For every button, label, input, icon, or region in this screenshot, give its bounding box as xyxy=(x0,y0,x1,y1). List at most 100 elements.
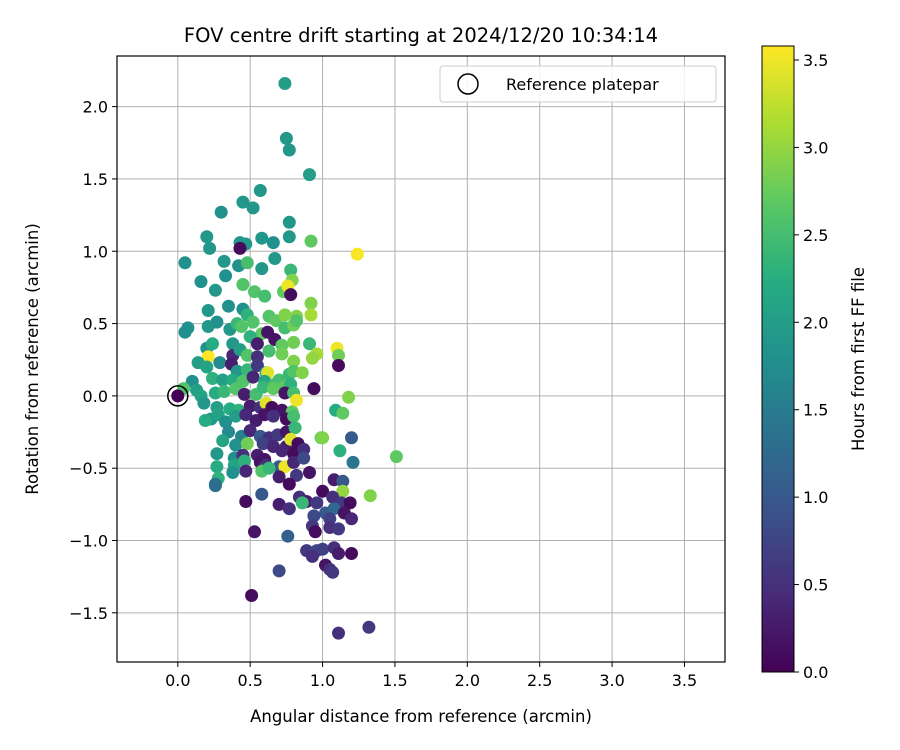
data-point xyxy=(326,565,340,579)
legend-reference-marker xyxy=(457,73,479,95)
data-point xyxy=(229,409,243,423)
y-tick-label: 0.0 xyxy=(83,387,108,406)
data-point xyxy=(275,444,289,458)
y-tick-label: 1.0 xyxy=(83,242,108,261)
colorbar-tick-label: 0.0 xyxy=(803,663,828,682)
data-point xyxy=(203,241,217,255)
data-point xyxy=(350,247,364,261)
data-point xyxy=(210,315,224,329)
data-point xyxy=(336,406,350,420)
colorbar-tick-label: 2.5 xyxy=(803,226,828,245)
data-point xyxy=(346,455,360,469)
data-point xyxy=(290,468,303,482)
data-point xyxy=(208,283,222,297)
data-point xyxy=(295,496,309,510)
data-point xyxy=(389,450,403,464)
data-point xyxy=(332,348,345,362)
data-point xyxy=(316,431,330,445)
data-point xyxy=(246,370,260,384)
data-point xyxy=(266,236,280,250)
data-point xyxy=(239,408,253,422)
data-point xyxy=(216,434,230,448)
data-point xyxy=(256,437,270,451)
data-point xyxy=(216,373,230,387)
data-point xyxy=(363,489,377,503)
data-point xyxy=(256,380,270,394)
data-point xyxy=(248,525,261,539)
data-point xyxy=(336,474,350,488)
data-point xyxy=(305,351,319,365)
data-point xyxy=(245,589,259,602)
data-point xyxy=(304,234,318,248)
x-tick-label: 1.0 xyxy=(310,671,335,690)
data-point xyxy=(258,289,272,303)
data-point xyxy=(282,215,296,229)
colorbar: 0.0 0.5 1.0 1.5 2.0 2.5 3.0 3.5 Hours from firs… xyxy=(761,45,868,682)
y-tick-label: 2.0 xyxy=(83,98,108,117)
y-tick-label: 1.5 xyxy=(83,170,108,189)
data-point xyxy=(303,466,316,479)
data-point xyxy=(246,201,260,215)
data-point xyxy=(194,275,208,289)
data-point xyxy=(281,529,295,543)
data-point xyxy=(332,547,345,560)
data-point xyxy=(304,308,318,322)
data-point xyxy=(219,269,233,283)
reference-marker xyxy=(167,385,189,407)
legend: Reference platepar xyxy=(439,65,717,103)
data-point xyxy=(262,344,276,358)
colorbar-tick-label: 3.0 xyxy=(803,138,828,157)
data-point xyxy=(303,337,316,351)
data-point xyxy=(284,263,298,277)
data-point xyxy=(213,356,227,370)
data-point xyxy=(345,512,358,526)
data-point xyxy=(255,262,269,276)
colorbar-tick-label: 1.0 xyxy=(803,488,828,507)
y-tick-label: 0.5 xyxy=(83,315,108,334)
data-point xyxy=(345,547,358,560)
data-point xyxy=(239,464,253,478)
data-point xyxy=(248,285,261,299)
data-point xyxy=(246,315,260,329)
data-point xyxy=(222,299,235,313)
data-point xyxy=(288,421,302,435)
data-point xyxy=(287,354,301,368)
data-point xyxy=(282,143,296,157)
data-point xyxy=(226,466,240,479)
data-point xyxy=(237,387,251,401)
y-tick-label: −1.5 xyxy=(69,604,108,623)
data-point xyxy=(181,321,195,335)
x-axis-label: Angular distance from reference (arcmin) xyxy=(250,707,592,726)
legend-label: Reference platepar xyxy=(506,75,659,94)
data-point xyxy=(297,451,311,465)
data-point xyxy=(253,184,267,197)
colorbar-tick-label: 3.5 xyxy=(803,51,828,70)
data-point xyxy=(287,455,301,469)
data-point xyxy=(307,509,321,523)
data-point xyxy=(229,438,243,452)
x-axis-ticks: 0.0 0.5 1.0 1.5 2.0 2.5 3.0 3.5 xyxy=(165,662,697,690)
x-tick-label: 0.0 xyxy=(165,671,190,690)
data-point xyxy=(240,437,254,451)
data-point xyxy=(178,256,192,270)
data-point xyxy=(316,484,330,498)
colorbar-label: Hours from first FF file xyxy=(849,267,868,451)
data-point xyxy=(275,347,289,361)
data-point xyxy=(235,320,248,333)
data-point xyxy=(287,409,301,423)
chart-title: FOV centre drift starting at 2024/12/20 … xyxy=(184,24,658,47)
data-point xyxy=(362,620,376,634)
data-point xyxy=(342,390,356,404)
data-point xyxy=(332,626,345,640)
data-point xyxy=(308,525,322,539)
data-point xyxy=(208,479,222,493)
data-point xyxy=(310,496,324,510)
data-point xyxy=(217,254,231,268)
x-tick-label: 2.0 xyxy=(455,671,480,690)
data-point xyxy=(237,454,251,468)
data-point xyxy=(233,241,247,255)
legend-box xyxy=(439,65,717,103)
x-tick-label: 2.5 xyxy=(527,671,552,690)
data-point xyxy=(278,77,292,90)
